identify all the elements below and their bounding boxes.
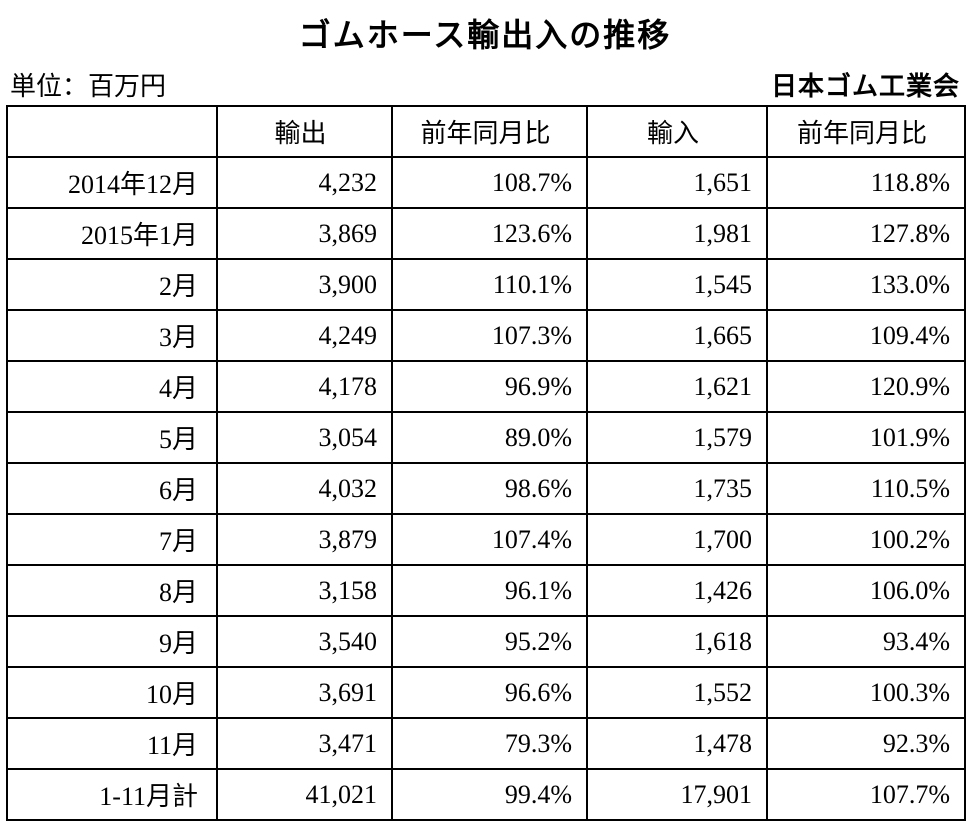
cell-period: 1-11月計 xyxy=(7,769,217,820)
table-row: 7月3,879107.4%1,700100.2% xyxy=(7,514,965,565)
cell-import: 1,651 xyxy=(587,157,767,208)
col-header-import: 輸入 xyxy=(587,106,767,157)
cell-import-yoy: 118.8% xyxy=(767,157,965,208)
cell-import: 1,426 xyxy=(587,565,767,616)
cell-period: 6月 xyxy=(7,463,217,514)
cell-export-yoy: 107.3% xyxy=(392,310,587,361)
table-row: 11月3,47179.3%1,47892.3% xyxy=(7,718,965,769)
col-header-export-yoy: 前年同月比 xyxy=(392,106,587,157)
cell-period: 5月 xyxy=(7,412,217,463)
table-row: 3月4,249107.3%1,665109.4% xyxy=(7,310,965,361)
cell-import-yoy: 120.9% xyxy=(767,361,965,412)
cell-export-yoy: 123.6% xyxy=(392,208,587,259)
cell-import-yoy: 101.9% xyxy=(767,412,965,463)
cell-export: 3,158 xyxy=(217,565,392,616)
cell-import: 1,665 xyxy=(587,310,767,361)
cell-export-yoy: 79.3% xyxy=(392,718,587,769)
cell-export: 4,232 xyxy=(217,157,392,208)
table-body: 2014年12月4,232108.7%1,651118.8%2015年1月3,8… xyxy=(7,157,965,820)
cell-export: 3,471 xyxy=(217,718,392,769)
cell-period: 2月 xyxy=(7,259,217,310)
cell-export: 41,021 xyxy=(217,769,392,820)
cell-period: 11月 xyxy=(7,718,217,769)
cell-export-yoy: 108.7% xyxy=(392,157,587,208)
cell-export: 3,054 xyxy=(217,412,392,463)
cell-import: 1,618 xyxy=(587,616,767,667)
cell-import-yoy: 107.7% xyxy=(767,769,965,820)
cell-period: 3月 xyxy=(7,310,217,361)
cell-export-yoy: 95.2% xyxy=(392,616,587,667)
table-row: 2月3,900110.1%1,545133.0% xyxy=(7,259,965,310)
table-row: 5月3,05489.0%1,579101.9% xyxy=(7,412,965,463)
cell-export: 3,900 xyxy=(217,259,392,310)
cell-export-yoy: 98.6% xyxy=(392,463,587,514)
cell-import: 1,545 xyxy=(587,259,767,310)
cell-import: 1,700 xyxy=(587,514,767,565)
table-header-row: 輸出 前年同月比 輸入 前年同月比 xyxy=(7,106,965,157)
cell-export: 3,869 xyxy=(217,208,392,259)
cell-import: 1,981 xyxy=(587,208,767,259)
cell-import: 17,901 xyxy=(587,769,767,820)
cell-export-yoy: 89.0% xyxy=(392,412,587,463)
cell-export-yoy: 110.1% xyxy=(392,259,587,310)
cell-export: 3,691 xyxy=(217,667,392,718)
cell-import: 1,478 xyxy=(587,718,767,769)
table-row: 2014年12月4,232108.7%1,651118.8% xyxy=(7,157,965,208)
cell-period: 2014年12月 xyxy=(7,157,217,208)
cell-period: 7月 xyxy=(7,514,217,565)
cell-export: 4,249 xyxy=(217,310,392,361)
col-header-period xyxy=(7,106,217,157)
table-row: 4月4,17896.9%1,621120.9% xyxy=(7,361,965,412)
cell-import: 1,621 xyxy=(587,361,767,412)
cell-export-yoy: 96.9% xyxy=(392,361,587,412)
cell-export-yoy: 99.4% xyxy=(392,769,587,820)
cell-import-yoy: 92.3% xyxy=(767,718,965,769)
cell-period: 9月 xyxy=(7,616,217,667)
cell-import: 1,579 xyxy=(587,412,767,463)
cell-period: 2015年1月 xyxy=(7,208,217,259)
cell-export: 4,032 xyxy=(217,463,392,514)
cell-import-yoy: 127.8% xyxy=(767,208,965,259)
cell-period: 4月 xyxy=(7,361,217,412)
col-header-import-yoy: 前年同月比 xyxy=(767,106,965,157)
cell-export: 3,540 xyxy=(217,616,392,667)
col-header-export: 輸出 xyxy=(217,106,392,157)
cell-export-yoy: 107.4% xyxy=(392,514,587,565)
cell-export-yoy: 96.1% xyxy=(392,565,587,616)
table-row: 2015年1月3,869123.6%1,981127.8% xyxy=(7,208,965,259)
source-label: 日本ゴム工業会 xyxy=(771,66,960,103)
cell-import-yoy: 109.4% xyxy=(767,310,965,361)
cell-period: 10月 xyxy=(7,667,217,718)
data-table: 輸出 前年同月比 輸入 前年同月比 2014年12月4,232108.7%1,6… xyxy=(6,105,966,821)
table-row: 10月3,69196.6%1,552100.3% xyxy=(7,667,965,718)
table-row: 1-11月計41,02199.4%17,901107.7% xyxy=(7,769,965,820)
cell-import-yoy: 93.4% xyxy=(767,616,965,667)
cell-import-yoy: 100.3% xyxy=(767,667,965,718)
table-row: 9月3,54095.2%1,61893.4% xyxy=(7,616,965,667)
cell-import: 1,552 xyxy=(587,667,767,718)
cell-export: 3,879 xyxy=(217,514,392,565)
cell-export-yoy: 96.6% xyxy=(392,667,587,718)
page-title: ゴムホース輸出入の推移 xyxy=(6,10,964,56)
cell-import-yoy: 110.5% xyxy=(767,463,965,514)
page-root: ゴムホース輸出入の推移 単位：百万円 日本ゴム工業会 輸出 前年同月比 輸入 前… xyxy=(6,10,964,821)
cell-export: 4,178 xyxy=(217,361,392,412)
cell-import-yoy: 106.0% xyxy=(767,565,965,616)
cell-import-yoy: 133.0% xyxy=(767,259,965,310)
table-row: 8月3,15896.1%1,426106.0% xyxy=(7,565,965,616)
table-row: 6月4,03298.6%1,735110.5% xyxy=(7,463,965,514)
cell-period: 8月 xyxy=(7,565,217,616)
subhead-row: 単位：百万円 日本ゴム工業会 xyxy=(6,66,964,105)
cell-import: 1,735 xyxy=(587,463,767,514)
cell-import-yoy: 100.2% xyxy=(767,514,965,565)
unit-label: 単位：百万円 xyxy=(10,66,166,103)
